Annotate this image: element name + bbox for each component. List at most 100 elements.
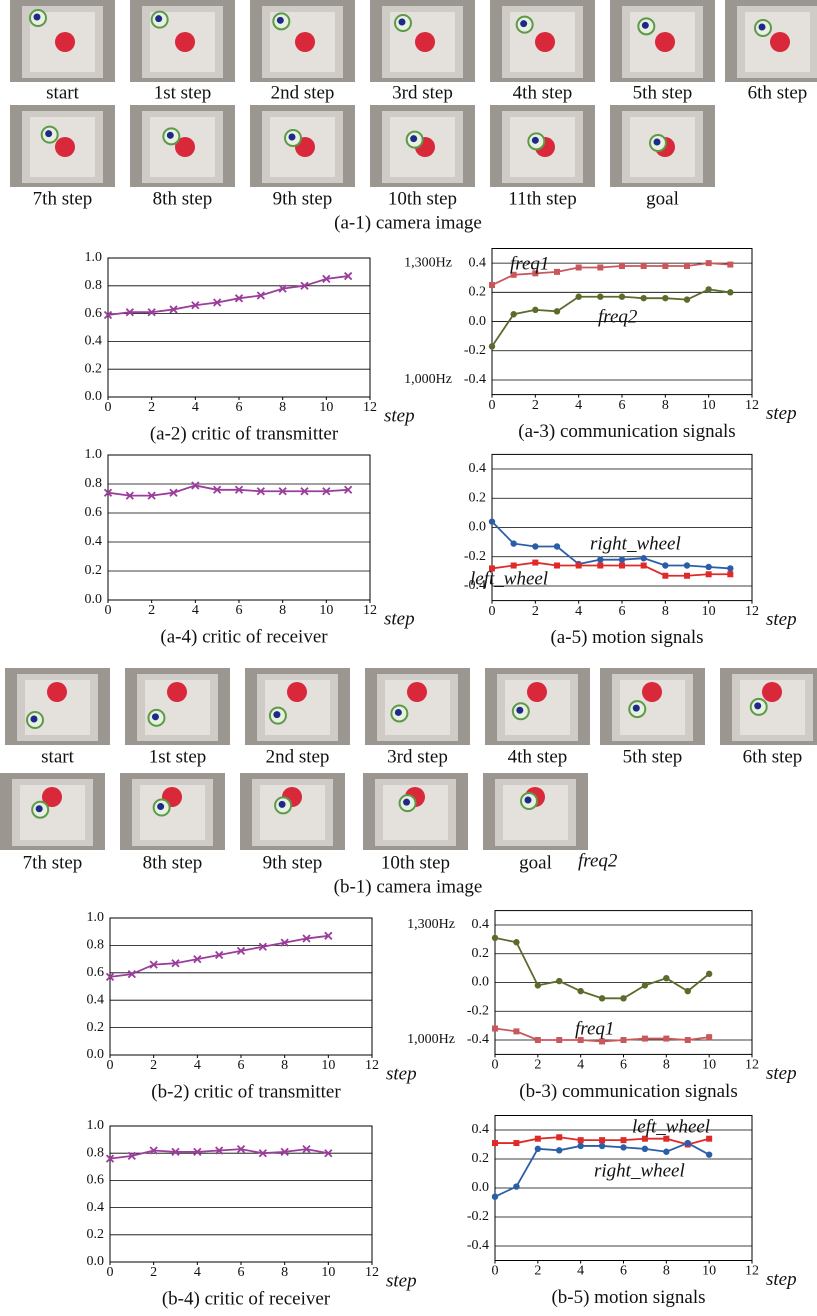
- x-tick-label: 0: [489, 398, 496, 413]
- data-point: [684, 1037, 691, 1044]
- x-tick-label: 2: [150, 1265, 157, 1280]
- data-point: [727, 571, 734, 578]
- data-point: [213, 485, 222, 494]
- series-label: freq2: [578, 850, 618, 871]
- x-tick-label: 0: [492, 1264, 499, 1279]
- data-point: [510, 562, 517, 569]
- x-tick-label: 8: [281, 1265, 288, 1280]
- x-tick-label: 12: [363, 400, 377, 415]
- x-tick-label: 4: [577, 1264, 584, 1279]
- data-point: [534, 1145, 542, 1153]
- data-point: [256, 291, 265, 300]
- data-point: [618, 293, 626, 300]
- x-tick-label: 0: [107, 1265, 114, 1280]
- data-point: [147, 308, 156, 317]
- x-tick-label: 10: [702, 398, 716, 413]
- robot-eye: [410, 135, 418, 143]
- x-tick-label: 8: [281, 1058, 288, 1073]
- camera-label: 5th step: [633, 82, 693, 103]
- camera-image: [490, 105, 595, 187]
- data-point: [554, 268, 560, 275]
- data-point: [663, 974, 670, 982]
- series-line: [491, 288, 731, 347]
- data-point: [663, 1148, 670, 1155]
- chart-caption: (a-3) communication signals: [518, 421, 735, 442]
- data-point: [322, 487, 331, 496]
- robot-eye: [520, 20, 528, 28]
- camera-image: [725, 0, 817, 82]
- data-point: [597, 556, 604, 563]
- data-point: [684, 1139, 691, 1147]
- robot-eye: [288, 133, 296, 141]
- camera-label: 7th step: [33, 188, 93, 209]
- data-point: [510, 271, 517, 278]
- data-point: [556, 1037, 563, 1044]
- camera-caption: (b-1) camera image: [334, 876, 483, 897]
- x-tick-label: 8: [662, 398, 669, 413]
- x-tick-label: 0: [107, 1058, 114, 1073]
- data-point: [684, 263, 690, 270]
- x-tick-label: 8: [279, 603, 286, 618]
- data-point: [556, 1147, 563, 1154]
- x-tick-label: 6: [238, 1058, 245, 1073]
- data-point: [513, 1183, 520, 1190]
- chart-caption: (b-3) communication signals: [519, 1081, 737, 1102]
- data-point: [191, 301, 200, 310]
- robot-eye: [632, 704, 640, 712]
- robot-eye: [35, 805, 43, 813]
- y-tick-label: 0.6: [87, 965, 105, 980]
- data-point: [489, 282, 495, 289]
- data-point: [705, 260, 712, 267]
- y-tick-label: 1.0: [87, 1118, 105, 1133]
- data-point: [640, 294, 647, 302]
- data-point: [663, 1035, 670, 1042]
- chart: 0.0 0.2 0.4 0.6 0.8 1.0 0 2 4 6 8 10 12 step (a-2) cri…: [85, 250, 415, 444]
- y-tick-label: 0.0: [87, 1047, 105, 1062]
- x-tick-label: 12: [745, 398, 759, 413]
- x-axis-label: step: [384, 405, 415, 426]
- target-dot: [175, 32, 195, 52]
- x-tick-label: 8: [662, 604, 669, 619]
- data-point: [256, 487, 265, 496]
- data-point: [532, 306, 539, 314]
- data-point: [619, 562, 625, 569]
- data-point: [234, 485, 244, 494]
- x-axis-label: step: [766, 1063, 797, 1084]
- data-point: [105, 972, 115, 982]
- x-tick-label: 10: [319, 400, 333, 415]
- y-side-label: 1,300Hz: [407, 917, 455, 932]
- data-point: [302, 1144, 311, 1154]
- data-point: [640, 555, 647, 562]
- data-point: [597, 264, 604, 271]
- y-tick-label: 0.2: [469, 285, 487, 300]
- data-point: [532, 543, 539, 550]
- target-dot: [655, 32, 675, 52]
- data-point: [127, 970, 136, 979]
- camera-label: goal: [646, 188, 679, 209]
- y-tick-label: 0.4: [87, 1200, 105, 1215]
- data-point: [599, 1137, 606, 1144]
- data-point: [641, 1135, 648, 1142]
- data-point: [641, 982, 649, 989]
- data-point: [663, 1135, 670, 1142]
- data-point: [125, 491, 134, 500]
- x-tick-label: 6: [619, 398, 626, 413]
- camera-image: [250, 105, 355, 187]
- y-tick-label: -0.2: [464, 343, 486, 358]
- camera-label: 1st step: [154, 82, 212, 103]
- series-line: [494, 937, 710, 1000]
- camera-label: 5th step: [623, 746, 683, 767]
- data-point: [492, 1025, 498, 1032]
- robot-eye: [276, 16, 284, 24]
- camera-image: [250, 0, 355, 82]
- x-tick-label: 12: [745, 1264, 759, 1279]
- robot-eye: [524, 796, 532, 804]
- x-tick-label: 6: [620, 1264, 627, 1279]
- y-tick-label: 0.8: [87, 1145, 105, 1160]
- data-point: [620, 1037, 627, 1044]
- target-dot: [167, 682, 187, 702]
- chart-caption: (b-2) critic of transmitter: [151, 1081, 341, 1102]
- data-point: [127, 1151, 136, 1161]
- camera-label: start: [46, 82, 79, 103]
- data-point: [171, 959, 180, 968]
